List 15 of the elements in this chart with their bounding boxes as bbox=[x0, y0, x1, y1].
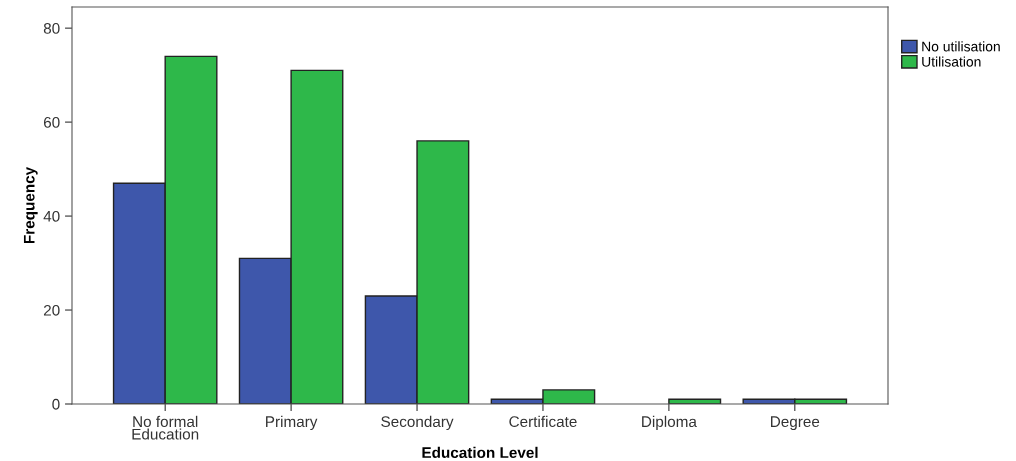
y-axis-title: Frequency bbox=[23, 166, 38, 244]
y-tick-label: 20 bbox=[43, 304, 60, 316]
x-tick-label: Primary bbox=[266, 415, 318, 431]
x-tick-label: Diploma bbox=[642, 415, 697, 431]
y-tick-label: 0 bbox=[52, 398, 60, 410]
y-tick-label: 80 bbox=[43, 23, 60, 34]
x-axis-title: Education Level bbox=[422, 446, 538, 459]
x-tick-label: Degree bbox=[771, 416, 820, 431]
y-tick-label: 40 bbox=[43, 210, 60, 222]
y-tick-label: 60 bbox=[43, 116, 60, 128]
legend-label: No utilisation bbox=[922, 41, 1000, 52]
x-tick-label: Certificate bbox=[509, 415, 577, 428]
legend-label: Utilisation bbox=[922, 56, 981, 67]
x-tick-label: No formal Education bbox=[132, 415, 199, 440]
x-tick-label: Secondary bbox=[381, 415, 454, 431]
